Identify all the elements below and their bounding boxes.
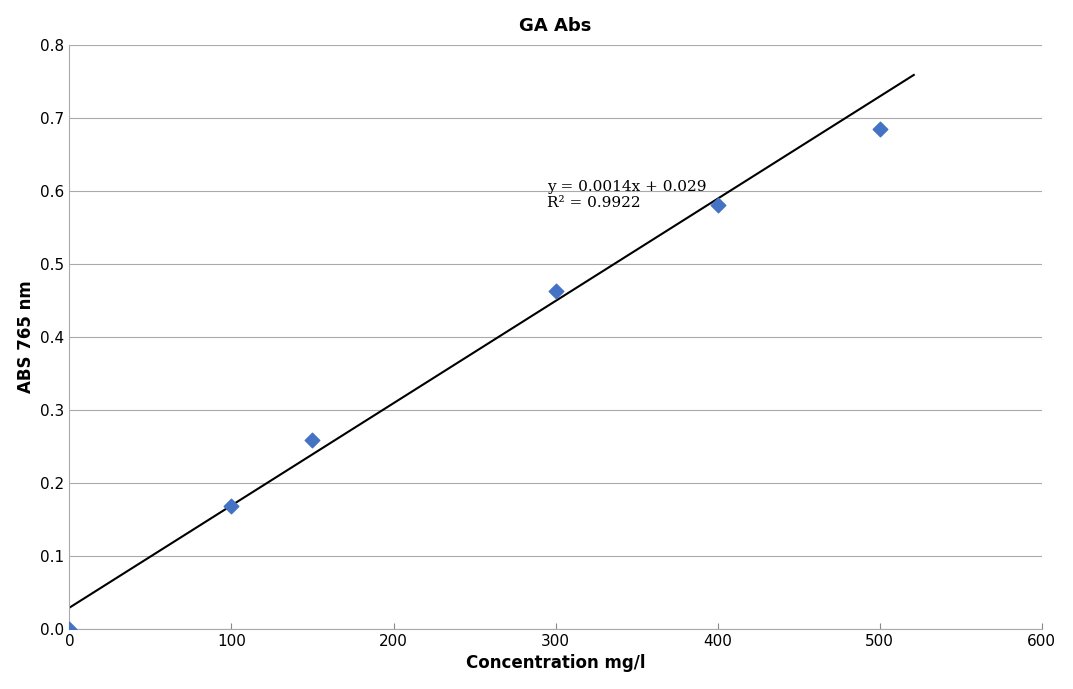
- Point: [61, 624, 78, 635]
- Point: [304, 435, 321, 446]
- Point: [871, 123, 888, 134]
- Point: [223, 501, 240, 512]
- Point: [709, 199, 726, 210]
- Title: GA Abs: GA Abs: [519, 17, 592, 34]
- X-axis label: Concentration mg/l: Concentration mg/l: [466, 655, 645, 672]
- Text: y = 0.0014x + 0.029
R² = 0.9922: y = 0.0014x + 0.029 R² = 0.9922: [547, 180, 707, 210]
- Y-axis label: ABS 765 nm: ABS 765 nm: [17, 280, 34, 393]
- Point: [547, 286, 564, 297]
